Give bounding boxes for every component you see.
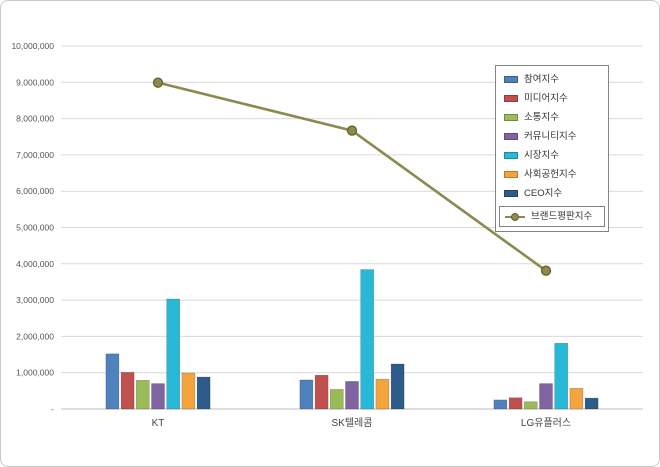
bar-series-1-cat-2	[508, 397, 523, 410]
bar-series-6-cat-1	[390, 363, 405, 410]
chart-legend: 참여지수 미디어지수 소통지수 커뮤니티지수 시장지수 사회공헌지수 CEO지수…	[495, 65, 609, 232]
bar-series-5-cat-0	[181, 372, 196, 410]
x-axis-category-label: SK텔레콤	[332, 417, 373, 429]
bar-series-5-cat-2	[569, 388, 584, 410]
y-axis-tick-label: 3,000,000	[16, 295, 54, 305]
bar-series-2-cat-0	[136, 380, 150, 410]
bar-series-3-cat-0	[151, 383, 165, 410]
legend-label: 브랜드평판지수	[531, 210, 593, 222]
line-marker-2	[540, 265, 552, 276]
y-axis-tick-label: 10,000,000	[11, 41, 54, 51]
brand-reputation-line	[157, 81, 547, 272]
bar-series-2-cat-1	[329, 389, 344, 410]
legend-label: 소통지수	[524, 111, 559, 123]
legend-label: 시장지수	[524, 149, 559, 161]
y-axis-tick-label: 6,000,000	[16, 186, 54, 196]
x-axis-category-label: KT	[152, 418, 165, 429]
bar-series-0-cat-2	[493, 399, 508, 410]
line-marker-0	[152, 77, 164, 88]
bar-series-5-cat-1	[375, 378, 390, 410]
line-marker-legend-icon	[505, 212, 525, 221]
legend-item-4: 시장지수	[496, 146, 608, 165]
bar-series-2-cat-2	[523, 401, 538, 410]
bar-series-4-cat-0	[166, 298, 180, 410]
bar-series-0-cat-0	[105, 353, 120, 410]
legend-swatch-0	[504, 76, 518, 83]
legend-item-5: 사회공헌지수	[496, 165, 608, 184]
line-marker-1	[346, 125, 358, 136]
bar-series-6-cat-2	[584, 397, 599, 410]
bar-series-3-cat-1	[345, 381, 359, 410]
y-axis-tick-label: 2,000,000	[16, 331, 54, 341]
legend-item-1: 미디어지수	[496, 89, 608, 108]
legend-label: CEO지수	[524, 187, 563, 199]
bar-series-6-cat-0	[196, 376, 211, 410]
legend-item-0: 참여지수	[496, 70, 608, 89]
y-axis-tick-label: 7,000,000	[16, 150, 54, 160]
y-axis-tick-label: 8,000,000	[16, 114, 54, 124]
legend-swatch-6	[504, 190, 518, 197]
legend-label: 미디어지수	[524, 92, 568, 104]
legend-item-7: 브랜드평판지수	[499, 206, 605, 227]
legend-item-6: CEO지수	[496, 184, 608, 203]
y-axis-tick-label: -	[51, 404, 54, 414]
bar-series-1-cat-1	[314, 374, 329, 410]
y-axis-tick-label: 9,000,000	[16, 77, 54, 87]
legend-label: 커뮤니티지수	[524, 130, 577, 142]
legend-swatch-1	[504, 95, 518, 102]
bar-series-4-cat-2	[554, 342, 569, 410]
bar-series-4-cat-1	[360, 269, 375, 410]
legend-swatch-2	[504, 114, 518, 121]
legend-label: 사회공헌지수	[524, 168, 577, 180]
legend-label: 참여지수	[524, 73, 559, 85]
legend-item-3: 커뮤니티지수	[496, 127, 608, 146]
legend-swatch-3	[504, 133, 518, 140]
y-axis-tick-label: 4,000,000	[16, 259, 54, 269]
bar-series-0-cat-1	[299, 379, 314, 410]
y-axis-tick-label: 5,000,000	[16, 223, 54, 233]
x-axis-category-label: LG유플러스	[521, 417, 571, 429]
legend-swatch-5	[504, 171, 518, 178]
bar-series-1-cat-0	[120, 372, 135, 410]
legend-swatch-4	[504, 152, 518, 159]
bar-series-3-cat-2	[539, 383, 553, 410]
legend-item-2: 소통지수	[496, 108, 608, 127]
y-axis-tick-label: 1,000,000	[16, 368, 54, 378]
